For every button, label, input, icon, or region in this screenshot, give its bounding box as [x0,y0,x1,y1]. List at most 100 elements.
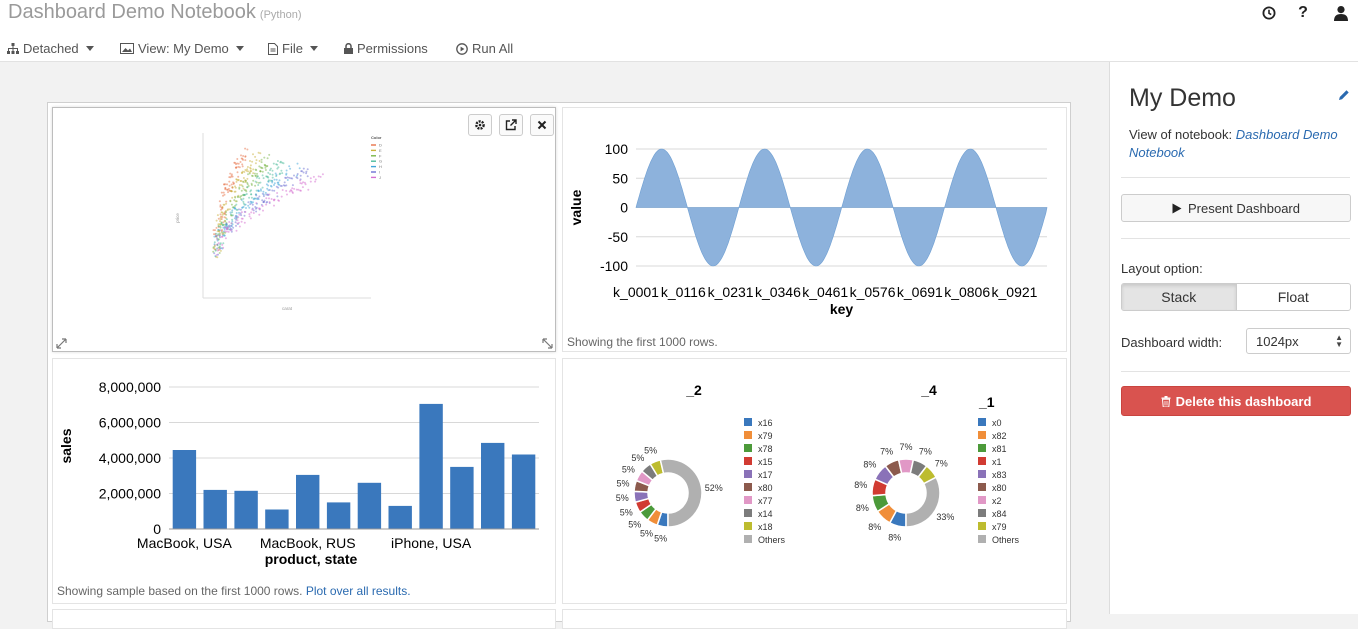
scatter-point [235,180,238,183]
scatter-point [222,191,225,194]
legend-swatch [744,483,752,491]
scatter-point [293,187,296,190]
resize-corner-icon[interactable] [542,338,553,349]
scatter-point [216,247,219,250]
scatter-point [273,184,275,186]
scatter-point [250,196,253,199]
resize-diagonal-icon[interactable] [56,338,67,349]
help-icon[interactable]: ? [1298,4,1308,21]
scatter-point [285,189,288,192]
pie-value-label: 8% [888,533,901,543]
scatter-point [252,179,255,182]
bar [511,454,536,529]
legend-label: x14 [758,509,773,519]
clock-icon[interactable] [1260,4,1278,22]
layout-stack-button[interactable]: Stack [1122,284,1237,310]
pie-value-label: 5% [616,493,629,503]
scatter-point [244,211,247,213]
permissions-menu[interactable]: Permissions [344,41,428,56]
scatter-point [214,229,216,232]
permissions-label: Permissions [357,41,428,56]
view-of-notebook: View of notebook: Dashboard Demo Noteboo… [1129,126,1351,162]
dashboard-canvas: carat price Color D E F G H I J 100 50 0 -50 -100 k_00… [47,102,1071,629]
legend-swatch [744,522,752,530]
plot-all-results-link[interactable]: Plot over all results. [305,584,411,598]
scatter-point [251,175,254,177]
scatter-point [231,211,234,214]
bar [357,482,382,529]
scatter-point [235,203,238,206]
scatter-points [212,147,324,259]
file-menu[interactable]: File [268,41,318,56]
scatter-point [288,190,291,193]
scatter-point [231,196,234,199]
run-all-button[interactable]: Run All [456,41,513,56]
scatter-point [257,184,260,186]
scatter-point [237,165,240,168]
scatter-point [254,180,257,183]
cell-settings-button[interactable] [468,114,492,136]
detached-menu[interactable]: Detached [7,41,94,56]
scatter-point [255,189,258,192]
scatter-point [265,203,268,206]
layout-float-button[interactable]: Float [1277,289,1309,305]
notebook-title[interactable]: Dashboard Demo Notebook (Python) [8,1,302,24]
scatter-point [218,252,221,254]
next-cell-left[interactable] [52,609,556,629]
scatter-point [231,214,234,217]
scatter-point [215,226,218,229]
user-icon[interactable] [1332,4,1350,22]
line-chart-cell[interactable]: 100 50 0 -50 -100 k_0001 k_0116 k_0231 k_0346 k_0… [562,107,1067,352]
pencil-icon[interactable] [1338,89,1350,101]
scatter-point [255,176,258,179]
scatter-point [304,183,307,186]
scatter-point [275,174,278,176]
scatter-point [225,202,228,205]
pie-charts-cell[interactable]: _2 5% 5% 5% 5% 5% 5% 5% 5% 5% 52% x16 x79 x78 x15 x17 x8… [562,358,1067,604]
bar [450,466,474,529]
scatter-point [252,198,255,201]
scatter-point [215,254,218,256]
delete-dashboard-button[interactable]: Delete this dashboard [1121,386,1351,416]
scatter-point [261,186,264,189]
scatter-point [235,166,238,169]
cell-remove-button[interactable] [530,114,554,136]
scatter-point [218,245,221,248]
bar-chart-cell[interactable]: 0 2,000,000 4,000,000 6,000,000 8,000,000 Mac… [52,358,556,604]
scatter-point [223,234,226,237]
scatter-point [291,187,294,190]
view-menu[interactable]: View: My Demo [120,41,244,56]
notebook-title-text: Dashboard Demo Notebook [8,1,256,23]
scatter-point [214,234,217,237]
scatter-point [306,175,309,178]
scatter-point [217,242,220,245]
scatter-point [244,179,247,182]
scatter-point [216,249,219,252]
scatter-cell[interactable]: carat price Color D E F G H I J [52,107,556,352]
scatter-point [251,160,254,163]
cell-popout-button[interactable] [499,114,523,136]
scatter-point [268,197,270,200]
scatter-point [249,166,252,169]
scatter-point [238,225,241,228]
notebook-link[interactable]: Dashboard Demo Notebook [1129,127,1338,160]
scatter-point [219,204,222,207]
scatter-point [229,229,232,232]
legend-label: x2 [992,496,1002,506]
scatter-point [252,168,255,171]
legend-label: E [379,148,382,153]
scatter-point [266,175,269,178]
scatter-point [230,183,233,186]
scatter-point [219,248,222,250]
scatter-point [236,171,239,174]
next-cell-right[interactable] [562,609,1067,629]
dashboard-width-value: 1024px [1256,333,1299,349]
legend-swatch [744,457,752,465]
dashboard-width-select[interactable]: 1024px ▲ ▼ [1246,328,1351,354]
present-dashboard-button[interactable]: Present Dashboard [1121,194,1351,222]
scatter-point [266,187,269,190]
scatter-point [237,175,240,178]
scatter-point [302,171,305,174]
scatter-point [246,166,249,168]
